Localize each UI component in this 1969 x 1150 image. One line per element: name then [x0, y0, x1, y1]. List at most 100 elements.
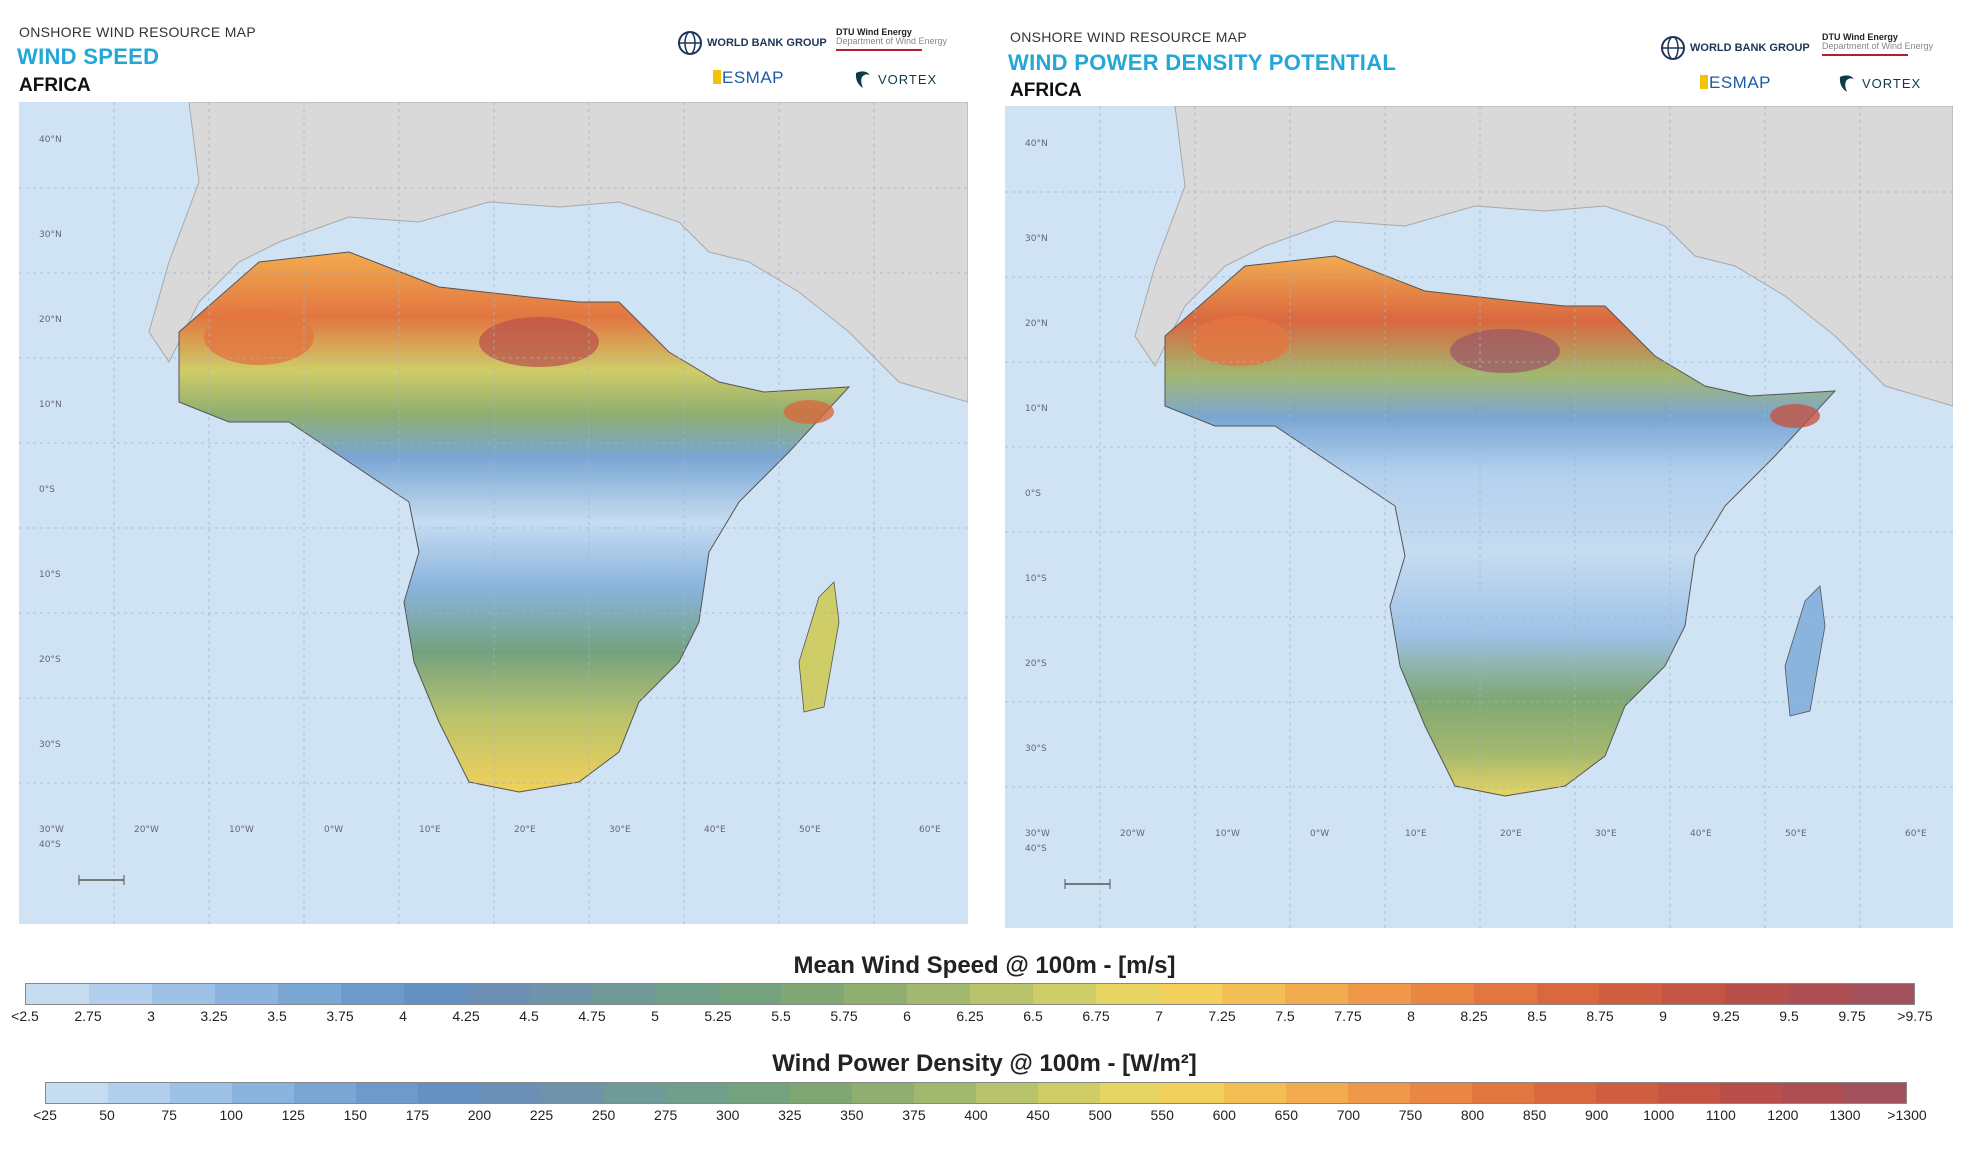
- wind-speed-map: 30°W 20°W 10°W 0°W 10°E 20°E 30°E 40°E 5…: [19, 102, 968, 924]
- lon-labels: 30°W 20°W 10°W 0°W 10°E 20°E 30°E 40°E 5…: [1025, 829, 1927, 839]
- scale-bar: [78, 875, 125, 885]
- colorbar-tick-label: 600: [1212, 1107, 1236, 1123]
- lon-label: 20°W: [1120, 829, 1145, 839]
- lon-label: 40°E: [704, 825, 726, 835]
- colorbar-tick-label: 2.75: [74, 1008, 102, 1024]
- lat-label: 10°S: [39, 570, 61, 580]
- colorbar-tick-label: 225: [529, 1107, 554, 1123]
- world-bank-text: WORLD BANK GROUP: [707, 37, 827, 49]
- colorbar-segment: [1410, 984, 1474, 1004]
- colorbar-tick-label: 500: [1088, 1107, 1112, 1123]
- dtu-bar: [836, 48, 922, 51]
- colorbar-tick-label: 150: [343, 1107, 368, 1123]
- colorbar-segment: [718, 984, 782, 1004]
- colorbar-tick-label: 250: [591, 1107, 616, 1123]
- colorbar-tick-label: 375: [902, 1107, 926, 1123]
- colorbar-tick-label: 7.5: [1275, 1008, 1295, 1024]
- lat-label: 40°S: [1025, 844, 1047, 854]
- vortex-text: VORTEX: [878, 71, 938, 87]
- colorbar-segment: [592, 984, 656, 1004]
- wind-power-colorbar: [45, 1082, 1907, 1104]
- wind-power-map-graphic: 30°W 20°W 10°W 0°W 10°E 20°E 30°E 40°E 5…: [1005, 106, 1953, 928]
- colorbar-segment: [480, 1083, 542, 1103]
- wind-power-tick-labels: <25 50 75 100 125 150 175 200 225 250 275 300 325 350…: [33, 1107, 1927, 1127]
- colorbar-tick-label: 6.75: [1082, 1008, 1110, 1024]
- colorbar-tick-label: 700: [1336, 1107, 1361, 1123]
- colorbar-tick-label: 350: [840, 1107, 864, 1123]
- colorbar-segment: [170, 1083, 232, 1103]
- world-bank-text: WORLD BANK GROUP: [1690, 42, 1810, 54]
- lon-label: 10°W: [1215, 829, 1240, 839]
- vortex-logo: VORTEX: [1837, 73, 1921, 93]
- lat-label: 10°N: [39, 400, 62, 410]
- lon-label: 20°W: [134, 825, 159, 835]
- colorbar-segment: [1851, 984, 1915, 1004]
- wind-power-panel: ONSHORE WIND RESOURCE MAP WIND POWER DEN…: [1005, 0, 1969, 935]
- lon-label: 20°E: [514, 825, 536, 835]
- colorbar-tick-label: 100: [219, 1107, 243, 1123]
- colorbar-tick-label: 1000: [1643, 1107, 1675, 1123]
- colorbar-tick-label: 3: [147, 1008, 155, 1024]
- lon-label: 30°E: [609, 825, 631, 835]
- dtu-logo: DTU Wind Energy Department of Wind Energ…: [1822, 32, 1933, 56]
- colorbar-tick-label: 9.75: [1838, 1008, 1866, 1024]
- colorbar-segment: [26, 984, 89, 1004]
- colorbar-tick-label: 4.5: [519, 1008, 539, 1024]
- esmap-logo: ESMAP: [1700, 73, 1771, 93]
- lon-label: 60°E: [1905, 829, 1927, 839]
- colorbar-segment: [46, 1083, 108, 1103]
- colorbar-segment: [1284, 984, 1348, 1004]
- colorbar-tick-label: <25: [33, 1107, 57, 1123]
- hotspot-sahara-east: [479, 317, 599, 367]
- colorbar-segment: [666, 1083, 728, 1103]
- colorbar-segment: [108, 1083, 170, 1103]
- colorbar-tick-label: 900: [1584, 1107, 1609, 1123]
- wind-speed-tick-labels: <2.5 2.75 3 3.25 3.5 3.75 4 4.25 4.5 4.75 5 5.25 5.5…: [11, 1008, 1933, 1028]
- colorbar-tick-label: 400: [964, 1107, 988, 1123]
- colorbar-segment: [340, 984, 404, 1004]
- panel-supertitle: ONSHORE WIND RESOURCE MAP: [1010, 29, 1247, 45]
- panel-title: WIND SPEED: [17, 44, 160, 69]
- colorbar-segment: [1473, 984, 1537, 1004]
- world-bank-logo: WORLD BANK GROUP: [1660, 35, 1810, 61]
- lat-label: 30°S: [1025, 744, 1047, 754]
- colorbar-segment: [1472, 1083, 1534, 1103]
- colorbar-tick-label: 800: [1460, 1107, 1485, 1123]
- madagascar: [798, 581, 840, 713]
- vortex-swirl-icon: [1839, 75, 1854, 92]
- colorbar-tick-label: 9.25: [1712, 1008, 1740, 1024]
- colorbar-segment: [976, 1083, 1038, 1103]
- lat-label: 30°N: [39, 230, 62, 240]
- colorbar-tick-label: 9: [1659, 1008, 1667, 1024]
- colorbar-tick-label: 650: [1274, 1107, 1299, 1123]
- colorbar-segment: [232, 1083, 294, 1103]
- colorbar-tick-label: 7.75: [1334, 1008, 1362, 1024]
- panel-supertitle: ONSHORE WIND RESOURCE MAP: [19, 24, 256, 40]
- colorbar-segment: [1033, 984, 1096, 1004]
- colorbar-segment: [1534, 1083, 1596, 1103]
- colorbar-tick-label: 6.5: [1023, 1008, 1043, 1024]
- globe-icon: [678, 31, 702, 55]
- colorbar-segment: [418, 1083, 480, 1103]
- esmap-text: ESMAP: [1709, 73, 1772, 92]
- dtu-line1: DTU Wind Energy: [836, 27, 912, 37]
- colorbar-segment: [1100, 1083, 1162, 1103]
- lat-label: 20°N: [1025, 319, 1048, 329]
- colorbar-segment: [294, 1083, 356, 1103]
- vortex-text: VORTEX: [1862, 75, 1922, 91]
- colorbar-segment: [604, 1083, 666, 1103]
- colorbar-tick-label: 550: [1150, 1107, 1174, 1123]
- colorbar-tick-label: 275: [653, 1107, 678, 1123]
- colorbar-tick-label: 8.75: [1586, 1008, 1614, 1024]
- colorbar-segment: [466, 984, 530, 1004]
- lat-label: 0°S: [39, 485, 55, 495]
- colorbar-tick-label: 175: [405, 1107, 430, 1123]
- esmap-mark-icon: [713, 70, 721, 84]
- colorbar-segment: [1347, 984, 1411, 1004]
- colorbar-segment: [542, 1083, 604, 1103]
- vortex-swirl-icon: [855, 71, 870, 88]
- dtu-logo: DTU Wind Energy Department of Wind Energ…: [836, 27, 947, 51]
- colorbar-segment: [781, 984, 845, 1004]
- colorbar-segment: [1536, 984, 1600, 1004]
- colorbar-segment: [1221, 984, 1285, 1004]
